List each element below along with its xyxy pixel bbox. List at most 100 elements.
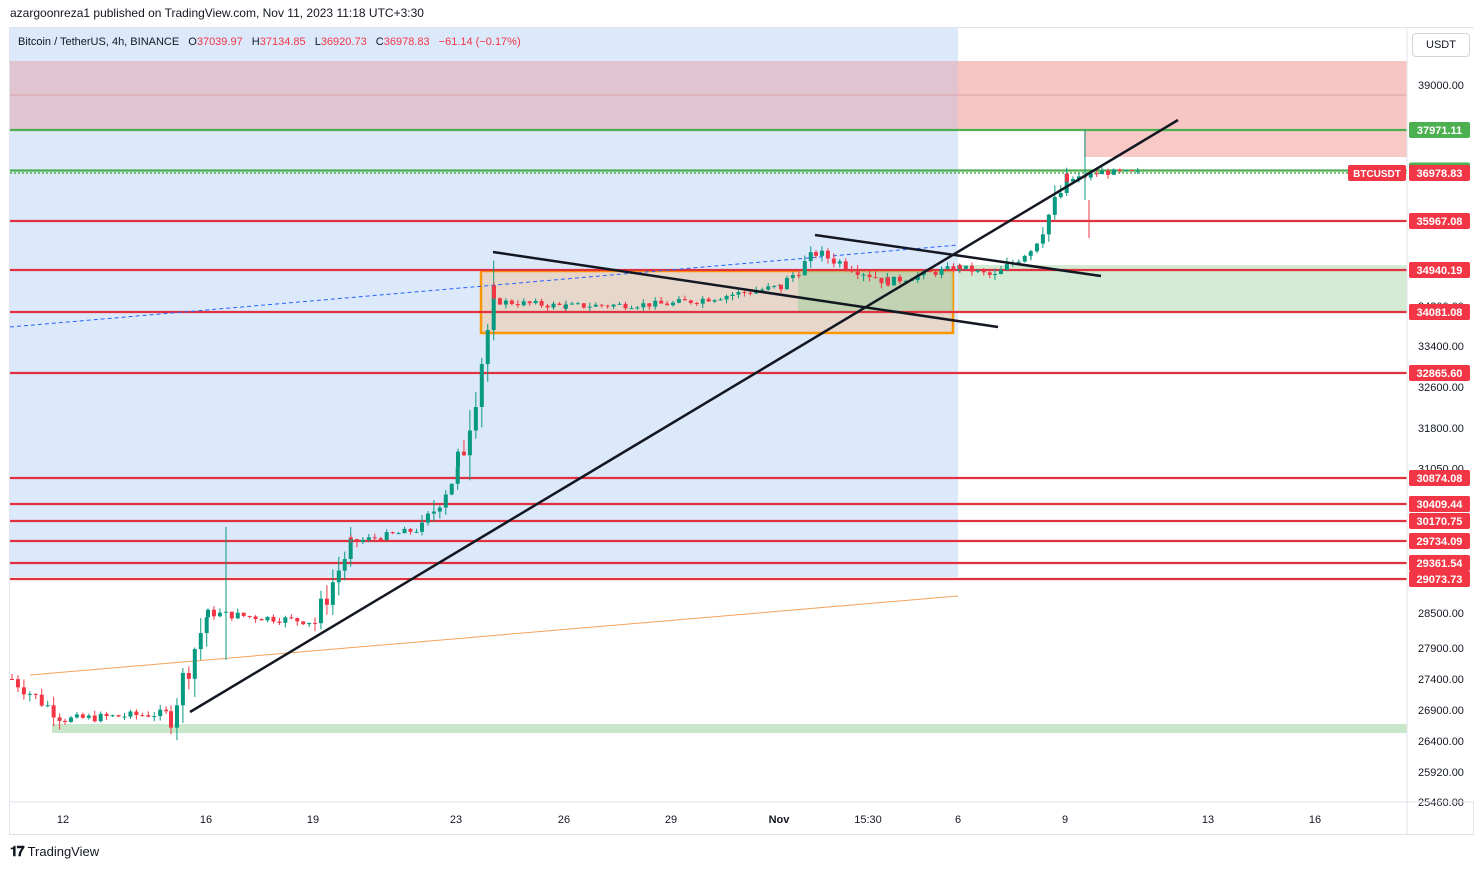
high-value: 37134.85 [259,36,306,48]
candle-body [33,693,38,695]
candle-body [927,271,932,273]
price-label-text: 29734.09 [1417,536,1463,548]
candle-body [647,303,652,307]
candle-body [68,717,73,722]
candle-body [289,617,294,619]
candle-body [39,694,44,706]
candle-body [1111,169,1116,175]
y-tick-label: 39000.00 [1418,80,1464,92]
candle-body [449,483,454,495]
candle-body [772,285,777,287]
candle-body [987,272,992,275]
x-tick-label: 16 [200,814,212,826]
candle-body [1094,173,1099,175]
candle-body [837,261,842,264]
candle-body [694,302,699,304]
candle-body [140,715,145,717]
candle-body [779,284,783,290]
candle-body [1088,173,1093,178]
candle-body [635,307,640,309]
candle-body [939,268,944,275]
candle-body [402,528,407,534]
candle-body [186,672,191,679]
y-tick-label: 28500.00 [1418,608,1464,620]
candle-body [665,303,670,306]
price-label-text: 29073.73 [1417,574,1463,586]
candle-body [211,609,216,617]
candle-body [354,539,359,543]
tradingview-logo-icon: 𝟏𝟕 [10,843,25,859]
candle-body [575,303,580,305]
candle-body [1034,243,1039,252]
price-label-text: 35967.08 [1417,216,1463,228]
footer-brand[interactable]: 𝟏𝟕 TradingView [10,843,99,860]
candle-body [414,531,419,533]
candle-body [557,303,562,305]
candle-body [204,617,209,634]
candle-body [958,265,962,269]
candle-body [945,266,950,269]
candle-body [1076,176,1081,179]
candle-body [169,711,173,728]
candle-body [265,616,270,621]
candle-body [27,693,32,695]
candle-body [963,265,968,269]
candle-body [969,265,974,272]
candle-body [253,616,258,620]
publisher-info: azargoonreza1 published on TradingView.c… [10,6,424,20]
candle-body [420,522,424,532]
candle-body [45,705,50,707]
candle-body [886,277,890,286]
symbol-name[interactable]: Bitcoin / TetherUS, 4h, BINANCE [18,36,180,48]
candle-body [593,304,598,307]
candle-body [134,711,139,716]
candle-body [855,271,860,275]
candle-body [736,291,741,295]
y-tick-label: 27400.00 [1418,674,1464,686]
price-label-text: 36978.83 [1417,168,1463,180]
price-axis-background [1407,28,1474,802]
price-label-badge [1409,470,1470,486]
candle-body [676,299,681,303]
price-label-badge [1409,122,1470,138]
candle-body [473,406,478,431]
candle-body [521,301,526,306]
candle-body [975,270,980,272]
candle-body [1046,214,1051,235]
candle-body [479,364,484,407]
candle-body [21,687,26,695]
candle-body [784,278,789,290]
candle-body [605,305,610,307]
candle-body [366,537,371,540]
candle-body [497,298,502,305]
candle-body [80,714,85,718]
candle-body [569,303,574,305]
y-tick-label: 33400.00 [1418,341,1464,353]
x-tick-label: 19 [307,814,319,826]
candle-body [390,532,395,534]
candle-body [116,715,121,717]
long-term-trendline [29,595,959,676]
price-label-badge [1409,571,1470,587]
candle-body [372,537,377,539]
candle-body [1052,197,1057,215]
candle-body [564,304,568,309]
candle-body [623,303,628,309]
candle-body [217,612,222,617]
candle-body [1123,170,1128,172]
rising-trendline [189,118,1179,714]
candle-body [599,304,604,306]
candle-body [1100,170,1104,175]
candle-body [515,304,520,306]
currency-button[interactable]: USDT [1412,33,1470,57]
falling-trendline-1 [492,250,999,329]
supply-zone-history [10,61,958,131]
candle-body [360,539,365,543]
price-label-text: 30874.08 [1417,473,1463,485]
candle-body [861,274,866,276]
price-label-badge [1409,304,1470,320]
candle-body [180,672,185,706]
candle-body [819,250,824,256]
candle-body [277,621,282,623]
